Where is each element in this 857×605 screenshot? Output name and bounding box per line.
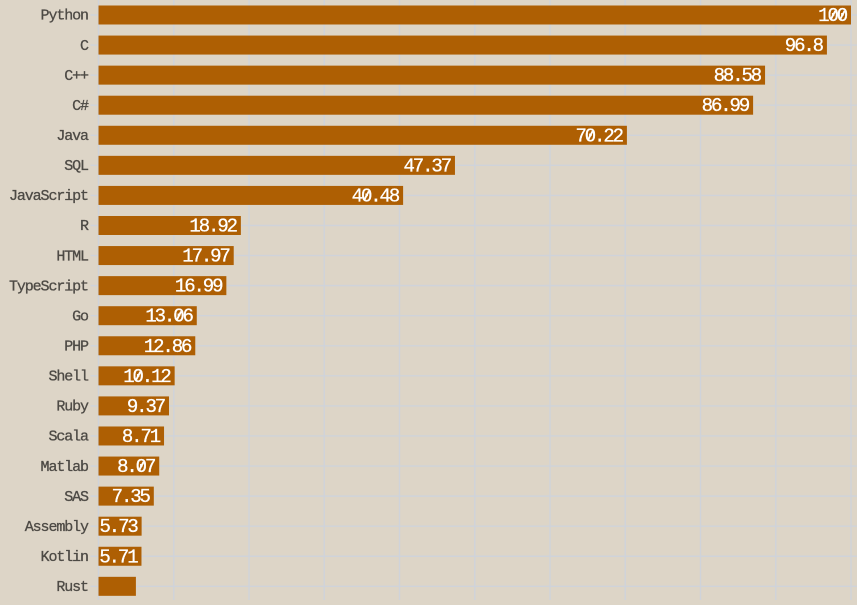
svg-text:5.73: 5.73 xyxy=(99,516,138,538)
svg-text:R: R xyxy=(80,218,89,235)
svg-text:Python: Python xyxy=(41,8,90,25)
svg-text:7.35: 7.35 xyxy=(112,486,151,508)
svg-text:18.92: 18.92 xyxy=(189,215,238,237)
svg-text:70.22: 70.22 xyxy=(575,125,624,147)
svg-text:9.37: 9.37 xyxy=(127,396,166,418)
svg-text:40.48: 40.48 xyxy=(352,185,401,207)
svg-text:SAS: SAS xyxy=(64,489,89,506)
svg-text:Java: Java xyxy=(56,128,89,145)
svg-text:17.97: 17.97 xyxy=(182,246,231,268)
svg-text:88.58: 88.58 xyxy=(714,65,763,87)
svg-text:Go: Go xyxy=(72,308,89,325)
svg-text:47.37: 47.37 xyxy=(404,155,453,177)
svg-text:10.12: 10.12 xyxy=(123,366,172,388)
svg-text:C: C xyxy=(80,38,89,55)
svg-text:96.8: 96.8 xyxy=(785,35,824,57)
svg-text:Ruby: Ruby xyxy=(56,399,89,416)
svg-text:5.71: 5.71 xyxy=(99,546,138,568)
svg-text:TypeScript: TypeScript xyxy=(9,278,89,295)
svg-text:86.99: 86.99 xyxy=(702,95,751,117)
svg-text:C#: C# xyxy=(72,98,89,115)
svg-text:13.06: 13.06 xyxy=(145,306,194,328)
svg-text:12.86: 12.86 xyxy=(144,336,193,358)
svg-text:JavaScript: JavaScript xyxy=(9,188,89,205)
svg-text:Kotlin: Kotlin xyxy=(41,549,90,566)
svg-text:8.07: 8.07 xyxy=(117,456,156,478)
svg-text:Shell: Shell xyxy=(48,369,89,386)
svg-text:PHP: PHP xyxy=(64,338,89,355)
svg-text:Rust: Rust xyxy=(56,579,89,596)
svg-text:HTML: HTML xyxy=(56,248,89,265)
svg-text:Assembly: Assembly xyxy=(25,519,89,536)
svg-text:SQL: SQL xyxy=(64,158,89,175)
svg-text:8.71: 8.71 xyxy=(122,426,161,448)
svg-text:C++: C++ xyxy=(64,68,89,85)
svg-text:Matlab: Matlab xyxy=(41,459,90,476)
svg-text:16.99: 16.99 xyxy=(175,276,224,298)
svg-text:Scala: Scala xyxy=(48,429,89,446)
